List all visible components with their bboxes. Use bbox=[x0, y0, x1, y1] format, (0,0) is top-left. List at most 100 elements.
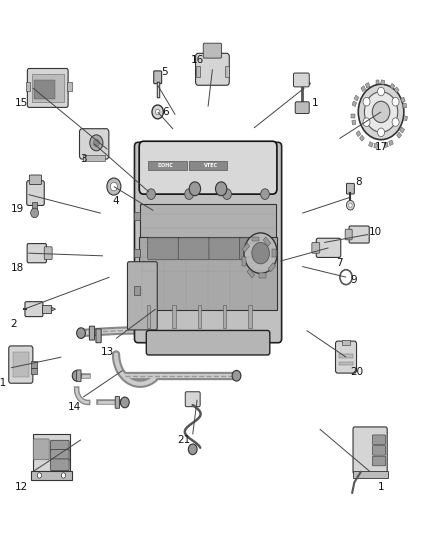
Text: 11: 11 bbox=[0, 378, 7, 387]
Bar bbox=[374, 143, 378, 148]
Bar bbox=[263, 237, 271, 246]
Text: 18: 18 bbox=[11, 263, 24, 273]
Bar bbox=[134, 249, 140, 257]
Bar bbox=[223, 305, 226, 328]
Bar bbox=[42, 305, 51, 313]
Text: 1: 1 bbox=[312, 98, 319, 108]
Bar bbox=[361, 86, 366, 92]
Bar bbox=[360, 135, 364, 141]
FancyBboxPatch shape bbox=[295, 102, 309, 114]
Text: 19: 19 bbox=[11, 205, 24, 214]
Bar bbox=[147, 305, 150, 328]
Bar bbox=[353, 471, 388, 478]
Circle shape bbox=[244, 233, 277, 273]
Circle shape bbox=[232, 370, 241, 381]
FancyBboxPatch shape bbox=[50, 440, 69, 452]
Text: 3: 3 bbox=[80, 154, 87, 164]
Text: 10: 10 bbox=[369, 227, 382, 237]
Circle shape bbox=[31, 208, 39, 217]
FancyBboxPatch shape bbox=[203, 43, 222, 58]
Bar bbox=[83, 155, 105, 161]
Bar bbox=[339, 362, 353, 365]
Bar bbox=[140, 204, 276, 252]
FancyBboxPatch shape bbox=[27, 69, 68, 108]
Text: 2: 2 bbox=[10, 319, 17, 329]
Circle shape bbox=[90, 135, 103, 151]
FancyBboxPatch shape bbox=[27, 181, 44, 205]
Circle shape bbox=[107, 178, 121, 195]
Bar bbox=[198, 305, 201, 328]
Text: 6: 6 bbox=[162, 107, 169, 117]
Bar bbox=[394, 87, 399, 93]
Bar bbox=[148, 161, 187, 170]
Bar bbox=[25, 82, 30, 92]
Bar bbox=[31, 361, 37, 368]
FancyBboxPatch shape bbox=[316, 238, 341, 257]
Circle shape bbox=[61, 473, 66, 478]
Text: 9: 9 bbox=[350, 275, 357, 285]
FancyBboxPatch shape bbox=[89, 326, 95, 340]
Bar bbox=[32, 202, 37, 213]
Bar bbox=[397, 132, 402, 138]
FancyBboxPatch shape bbox=[195, 53, 230, 85]
Bar bbox=[268, 263, 276, 272]
FancyBboxPatch shape bbox=[209, 238, 240, 260]
Circle shape bbox=[185, 189, 194, 199]
Bar bbox=[400, 127, 405, 133]
Text: 14: 14 bbox=[68, 402, 81, 411]
Text: 16: 16 bbox=[191, 55, 204, 64]
FancyBboxPatch shape bbox=[312, 243, 320, 253]
Bar bbox=[34, 80, 55, 99]
FancyBboxPatch shape bbox=[240, 238, 271, 260]
Text: 8: 8 bbox=[355, 177, 362, 187]
FancyBboxPatch shape bbox=[80, 129, 109, 159]
Circle shape bbox=[372, 101, 390, 123]
Circle shape bbox=[349, 203, 352, 207]
Bar bbox=[134, 286, 140, 295]
FancyBboxPatch shape bbox=[372, 456, 386, 466]
FancyBboxPatch shape bbox=[146, 330, 270, 355]
Bar bbox=[139, 237, 277, 310]
Bar bbox=[384, 142, 388, 148]
Bar bbox=[352, 101, 357, 107]
Circle shape bbox=[364, 92, 398, 132]
Bar bbox=[390, 83, 395, 89]
Circle shape bbox=[392, 118, 399, 126]
FancyBboxPatch shape bbox=[178, 238, 209, 260]
FancyBboxPatch shape bbox=[353, 427, 387, 474]
Text: 5: 5 bbox=[161, 67, 168, 77]
FancyBboxPatch shape bbox=[50, 450, 69, 461]
Text: 4: 4 bbox=[113, 197, 120, 206]
Text: VTEC: VTEC bbox=[204, 163, 218, 168]
FancyBboxPatch shape bbox=[185, 392, 200, 407]
Text: 17: 17 bbox=[374, 142, 388, 151]
FancyBboxPatch shape bbox=[148, 238, 179, 260]
Bar bbox=[354, 95, 359, 101]
Text: 12: 12 bbox=[15, 482, 28, 491]
Bar bbox=[339, 354, 353, 358]
Bar bbox=[342, 340, 350, 345]
Bar bbox=[381, 80, 385, 85]
FancyBboxPatch shape bbox=[25, 302, 43, 317]
FancyBboxPatch shape bbox=[9, 346, 33, 383]
Circle shape bbox=[252, 243, 269, 264]
Bar bbox=[134, 212, 140, 220]
FancyBboxPatch shape bbox=[372, 446, 386, 455]
Bar bbox=[352, 120, 356, 125]
Bar bbox=[32, 74, 64, 102]
Circle shape bbox=[93, 139, 99, 147]
Text: 21: 21 bbox=[177, 435, 191, 445]
Circle shape bbox=[152, 105, 163, 119]
Circle shape bbox=[392, 98, 399, 106]
Circle shape bbox=[358, 84, 404, 140]
Text: 1: 1 bbox=[378, 482, 385, 491]
Bar bbox=[13, 352, 29, 377]
Circle shape bbox=[189, 182, 201, 196]
Bar bbox=[31, 471, 72, 480]
Circle shape bbox=[110, 182, 117, 191]
Bar bbox=[401, 97, 405, 103]
FancyBboxPatch shape bbox=[50, 459, 69, 471]
Bar bbox=[351, 114, 355, 118]
Polygon shape bbox=[51, 307, 56, 311]
Bar bbox=[403, 103, 407, 108]
